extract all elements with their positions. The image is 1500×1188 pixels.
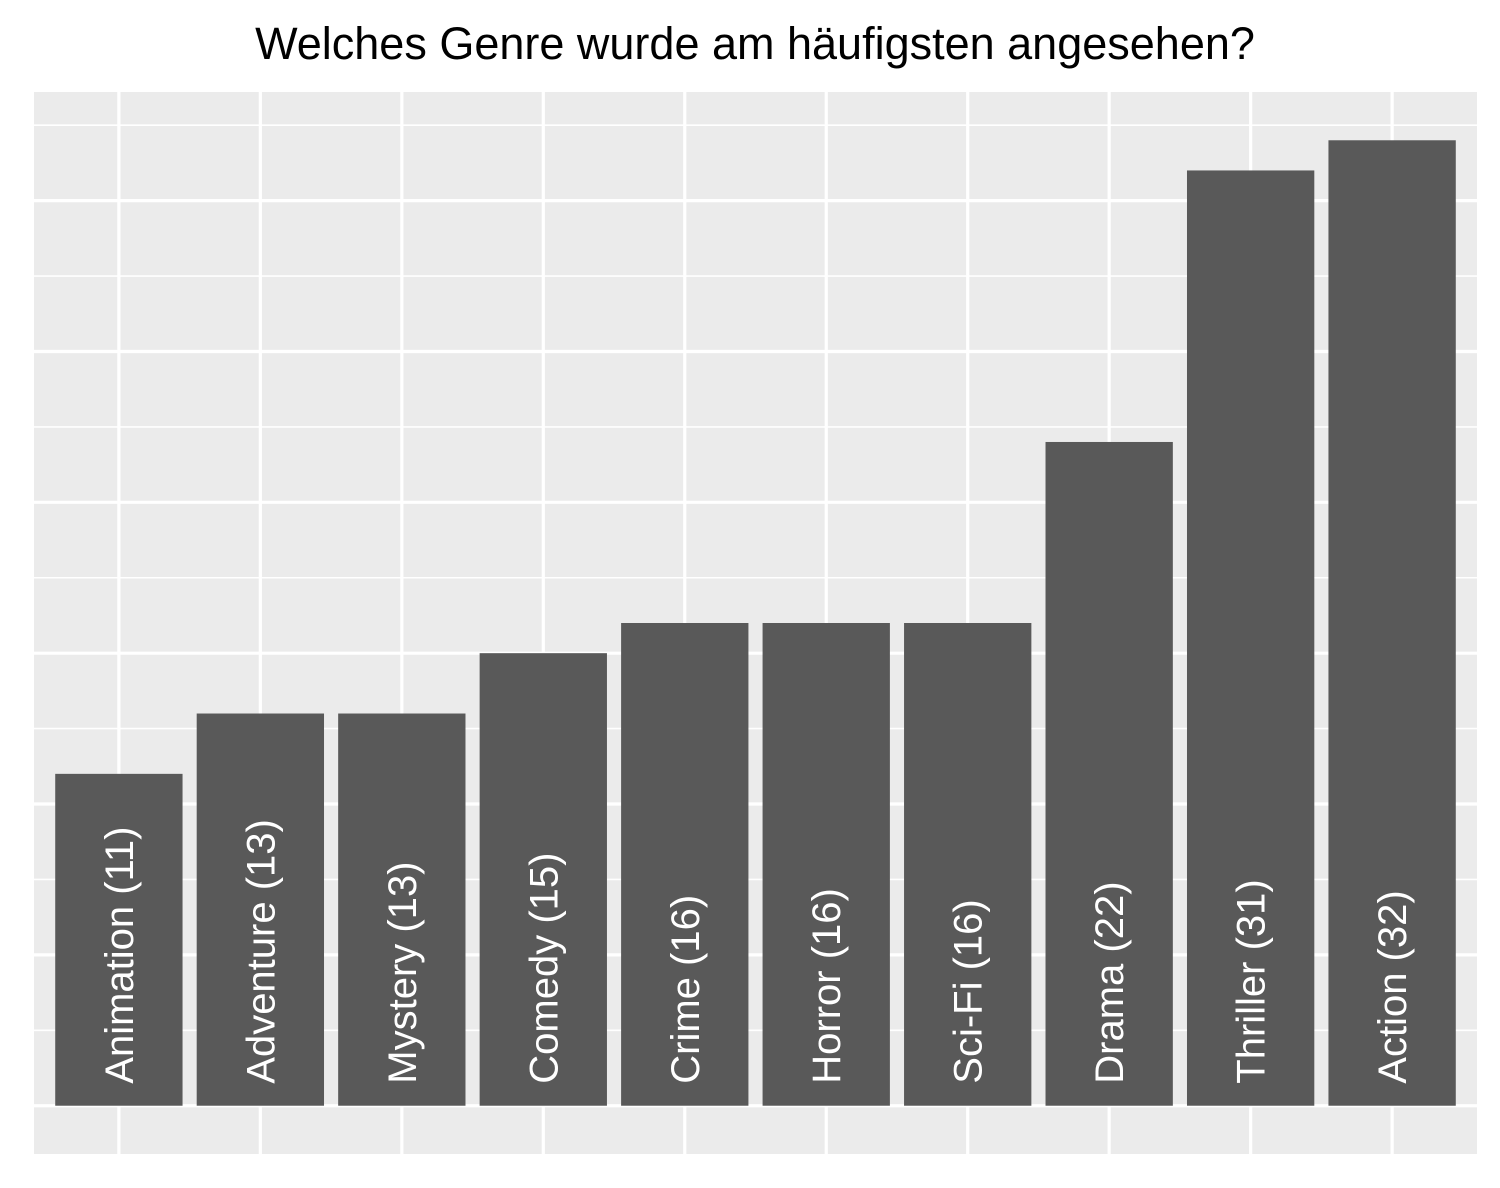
bar-label: Mystery (13) xyxy=(381,861,425,1083)
bar-sci-fi xyxy=(904,623,1032,1106)
bar-label: Crime (16) xyxy=(664,895,708,1084)
bar-label: Animation (11) xyxy=(98,827,142,1084)
chart-title: Welches Genre wurde am häufigsten angese… xyxy=(255,18,1255,69)
bar-label: Drama (22) xyxy=(1088,881,1132,1083)
bar-horror xyxy=(762,623,890,1106)
bars xyxy=(55,140,1456,1106)
bar-label: Action (32) xyxy=(1371,890,1415,1083)
bar-crime xyxy=(621,623,749,1106)
bar-label: Sci-Fi (16) xyxy=(947,899,991,1083)
bar-mystery xyxy=(338,713,466,1106)
bar-drama xyxy=(1045,441,1173,1106)
bar-label: Comedy (15) xyxy=(522,853,566,1084)
bar-comedy xyxy=(479,653,607,1106)
bar-labels: Animation (11) Adventure (13) Mystery (13)… xyxy=(98,819,1415,1084)
bar-thriller xyxy=(1186,170,1315,1106)
bar-adventure xyxy=(196,713,325,1106)
bar-action xyxy=(1328,140,1456,1106)
bar-animation xyxy=(55,773,183,1106)
bar-label: Horror (16) xyxy=(805,888,849,1084)
bar-label: Thriller (31) xyxy=(1230,879,1274,1083)
bar-label: Adventure (13) xyxy=(239,819,283,1084)
